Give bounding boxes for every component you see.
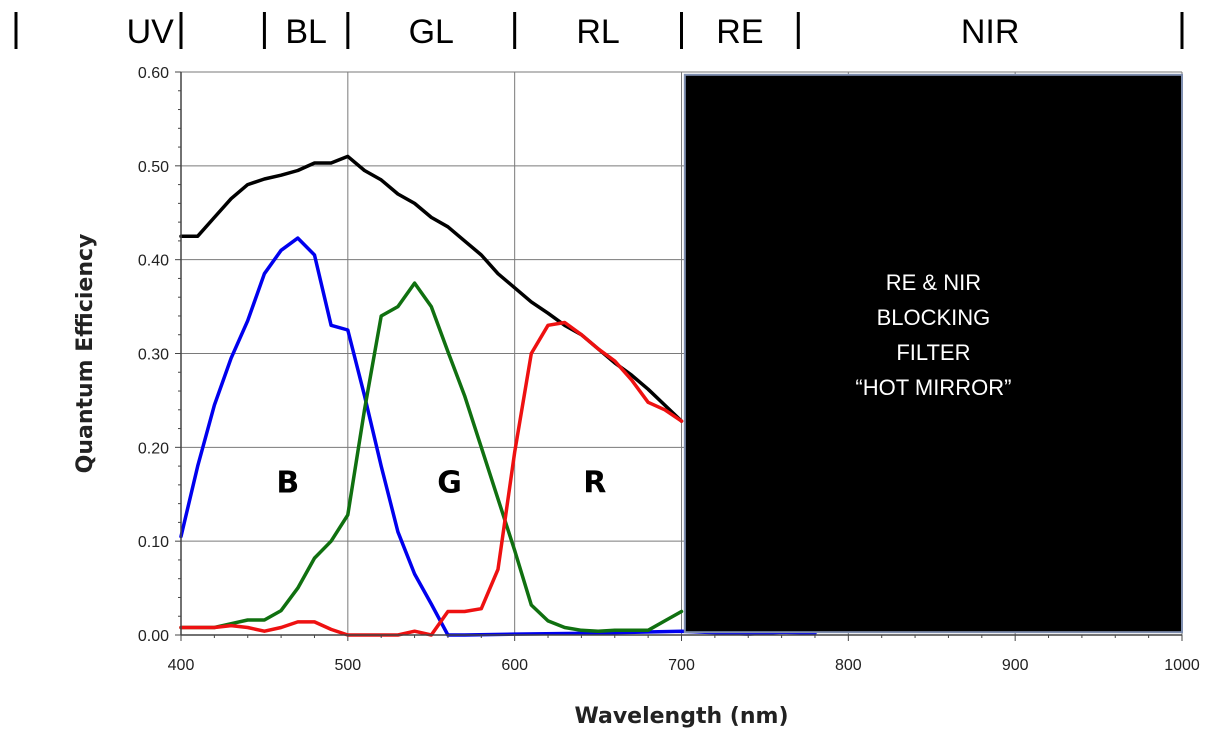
x-tick-label: 1000	[1164, 657, 1200, 674]
band-label-bl: BL	[285, 13, 327, 51]
y-axis-title: Quantum Efficiency	[73, 234, 98, 474]
y-tick-label: 0.30	[138, 347, 169, 364]
y-tick-label: 0.00	[138, 628, 169, 645]
filter-text-line: FILTER	[896, 340, 970, 365]
x-tick-label: 400	[168, 657, 195, 674]
x-tick-label: 600	[501, 657, 528, 674]
x-tick-label: 900	[1002, 657, 1029, 674]
x-axis-title: Wavelength (nm)	[575, 704, 789, 729]
series-line	[181, 156, 682, 421]
filter-text-line: RE & NIR	[886, 270, 981, 295]
band-label-nir: NIR	[961, 13, 1020, 51]
series-line	[181, 323, 682, 636]
curve-label: G	[437, 465, 462, 500]
band-label-rl: RL	[576, 13, 619, 51]
y-tick-label: 0.10	[138, 534, 169, 551]
series-line	[181, 283, 682, 631]
x-tick-label: 700	[668, 657, 695, 674]
hot-mirror-filter-box: RE & NIR BLOCKING FILTER “HOT MIRROR”	[685, 75, 1182, 632]
filter-text-line: “HOT MIRROR”	[855, 375, 1011, 400]
band-label-uv: UV	[127, 13, 175, 51]
y-tick-label: 0.40	[138, 253, 169, 270]
y-tick-label: 0.60	[138, 65, 169, 82]
y-tick-label: 0.50	[138, 159, 169, 176]
x-tick-label: 800	[835, 657, 862, 674]
y-tick-label: 0.20	[138, 440, 169, 457]
filter-text-line: BLOCKING	[877, 305, 991, 330]
spectral-band-header: UV BL GL RL RE NIR	[16, 12, 1182, 51]
band-label-re: RE	[716, 13, 763, 51]
band-label-gl: GL	[409, 13, 454, 51]
curve-label: B	[276, 465, 299, 500]
x-tick-label: 500	[334, 657, 361, 674]
curve-label: R	[583, 465, 606, 500]
